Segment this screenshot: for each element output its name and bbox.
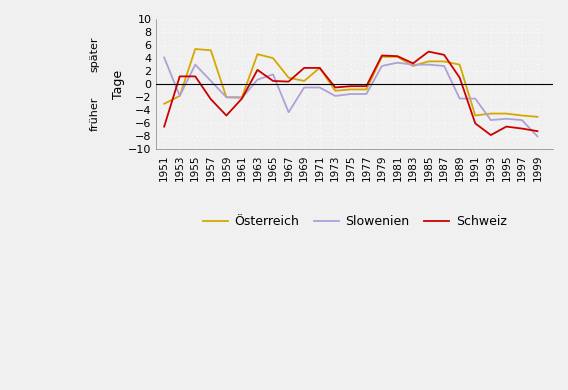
Österreich	[161, 101, 168, 106]
Text: später: später	[90, 36, 100, 72]
Österreich	[316, 66, 323, 70]
Slowenien	[254, 77, 261, 82]
Schweiz	[192, 74, 199, 79]
Schweiz	[472, 121, 479, 126]
Österreich	[456, 62, 463, 67]
Österreich	[378, 55, 385, 59]
Slowenien	[425, 62, 432, 67]
Slowenien	[161, 55, 168, 60]
Österreich	[285, 75, 292, 80]
Slowenien	[503, 117, 509, 121]
Slowenien	[192, 62, 199, 67]
Österreich	[223, 95, 230, 99]
Slowenien	[456, 96, 463, 101]
Slowenien	[332, 94, 339, 98]
Österreich	[348, 87, 354, 92]
Schweiz	[332, 85, 339, 90]
Slowenien	[472, 96, 479, 101]
Schweiz	[363, 84, 370, 89]
Österreich	[270, 56, 277, 60]
Legend: Österreich, Slowenien, Schweiz: Österreich, Slowenien, Schweiz	[198, 211, 512, 234]
Schweiz	[394, 54, 401, 58]
Schweiz	[441, 53, 448, 57]
Österreich	[503, 111, 509, 116]
Slowenien	[300, 85, 307, 90]
Line: Österreich: Österreich	[164, 49, 537, 117]
Schweiz	[503, 124, 509, 129]
Österreich	[487, 111, 494, 116]
Österreich	[441, 59, 448, 64]
Schweiz	[223, 113, 230, 118]
Schweiz	[316, 66, 323, 70]
Schweiz	[410, 61, 416, 66]
Slowenien	[487, 118, 494, 122]
Schweiz	[239, 96, 245, 101]
Österreich	[239, 95, 245, 99]
Text: Tage: Tage	[112, 70, 125, 99]
Slowenien	[363, 92, 370, 96]
Text: früher: früher	[90, 97, 100, 131]
Slowenien	[270, 72, 277, 77]
Slowenien	[207, 79, 214, 83]
Österreich	[300, 79, 307, 83]
Line: Slowenien: Slowenien	[164, 57, 537, 136]
Slowenien	[441, 64, 448, 68]
Österreich	[192, 47, 199, 51]
Slowenien	[316, 85, 323, 90]
Slowenien	[394, 60, 401, 65]
Österreich	[254, 52, 261, 57]
Schweiz	[207, 97, 214, 101]
Slowenien	[223, 95, 230, 99]
Slowenien	[239, 96, 245, 100]
Slowenien	[410, 62, 416, 67]
Österreich	[472, 113, 479, 118]
Schweiz	[456, 75, 463, 80]
Schweiz	[285, 79, 292, 84]
Schweiz	[254, 67, 261, 72]
Schweiz	[519, 126, 525, 131]
Österreich	[363, 87, 370, 92]
Slowenien	[534, 134, 541, 139]
Slowenien	[348, 92, 354, 96]
Österreich	[176, 94, 183, 98]
Österreich	[425, 59, 432, 64]
Österreich	[332, 89, 339, 93]
Österreich	[410, 64, 416, 68]
Österreich	[207, 48, 214, 53]
Österreich	[534, 115, 541, 119]
Schweiz	[534, 129, 541, 133]
Schweiz	[378, 53, 385, 58]
Österreich	[394, 55, 401, 59]
Schweiz	[348, 84, 354, 89]
Line: Schweiz: Schweiz	[164, 51, 537, 135]
Schweiz	[176, 74, 183, 79]
Slowenien	[378, 64, 385, 68]
Schweiz	[425, 49, 432, 54]
Schweiz	[300, 66, 307, 70]
Schweiz	[270, 79, 277, 83]
Slowenien	[176, 94, 183, 98]
Slowenien	[519, 118, 525, 122]
Österreich	[519, 113, 525, 118]
Schweiz	[487, 133, 494, 137]
Schweiz	[161, 124, 168, 129]
Slowenien	[285, 110, 292, 115]
